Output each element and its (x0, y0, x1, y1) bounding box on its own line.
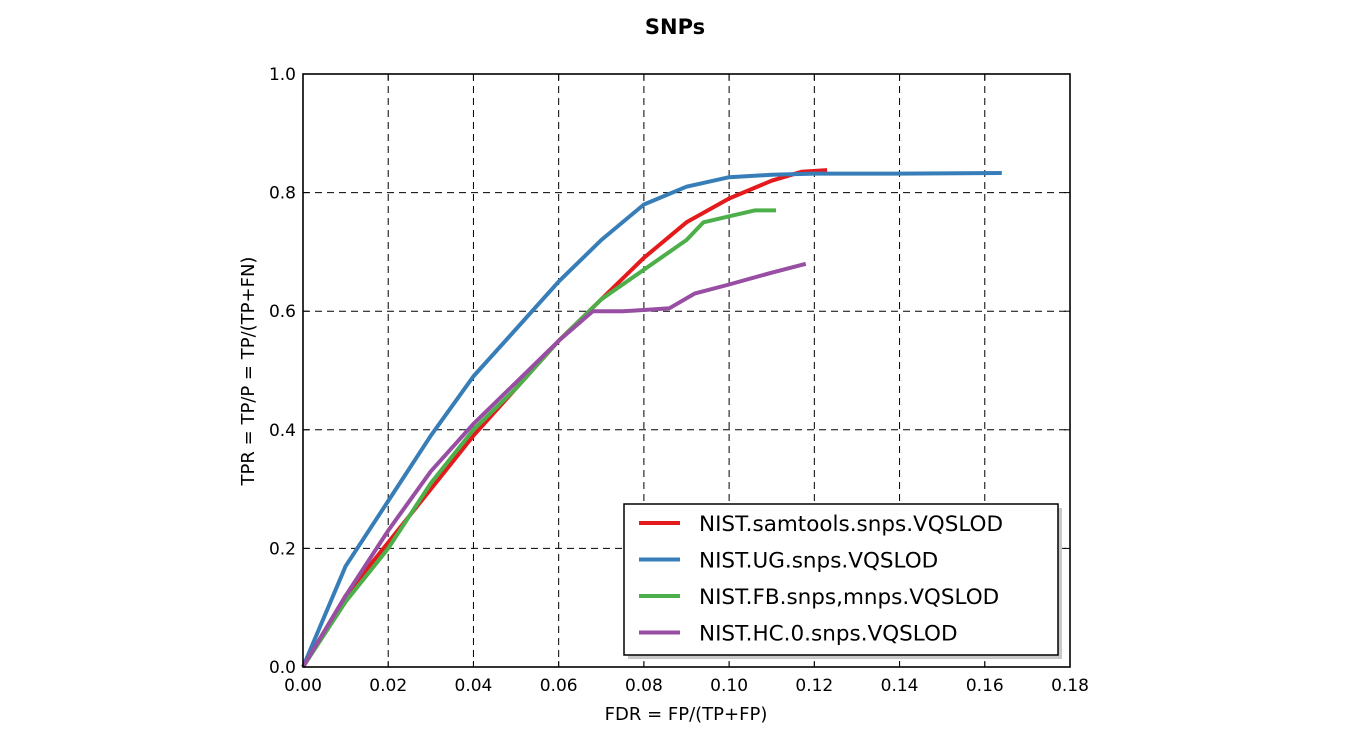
series-line-2 (301, 171, 1002, 668)
legend-box (623, 503, 1059, 656)
y-tick-label: 0.0 (269, 658, 296, 678)
y-tick-label: 0.6 (269, 302, 296, 322)
y-tick-label: 1.0 (269, 65, 296, 85)
series-layer (301, 168, 1002, 669)
x-tick-label: 0.12 (795, 676, 833, 696)
x-tick-label: 0.00 (284, 676, 322, 696)
legend: NIST.samtools.snps.VQSLOD NIST.UG.snps.VQ… (623, 503, 1062, 659)
legend-items: NIST.samtools.snps.VQSLOD NIST.UG.snps.VQ… (639, 512, 1003, 647)
chart-title: SNPs (645, 15, 705, 39)
y-tick-label: 0.8 (269, 184, 296, 204)
plot-frame (302, 73, 1071, 668)
x-tick-label: 0.10 (710, 676, 748, 696)
y-tick-label: 0.4 (269, 421, 296, 441)
x-tick-label: 0.04 (455, 676, 493, 696)
y-axis-label: TPR = TP/P = TP/(TP+FN) (238, 257, 259, 487)
legend-label: NIST.HC.0.snps.VQSLOD (699, 622, 958, 647)
x-tick-label: 0.14 (881, 676, 919, 696)
x-tick-label: 0.08 (625, 676, 663, 696)
series-line-4 (301, 261, 807, 669)
legend-label: NIST.samtools.snps.VQSLOD (699, 512, 1003, 537)
y-tick-label: 0.2 (269, 539, 296, 559)
legend-label: NIST.FB.snps,mnps.VQSLOD (699, 585, 999, 610)
legend-label: NIST.UG.snps.VQSLOD (699, 549, 938, 574)
x-tick-label: 0.18 (1051, 676, 1089, 696)
x-tick-label: 0.06 (540, 676, 578, 696)
x-tick-label: 0.02 (369, 676, 407, 696)
x-axis-label: FDR = FP/(TP+FP) (605, 704, 768, 725)
axis-ticks: 0.00 0.02 0.04 0.06 0.08 0.10 0.12 0.14 0.16 0.18… (269, 65, 1089, 696)
x-tick-label: 0.16 (966, 676, 1004, 696)
